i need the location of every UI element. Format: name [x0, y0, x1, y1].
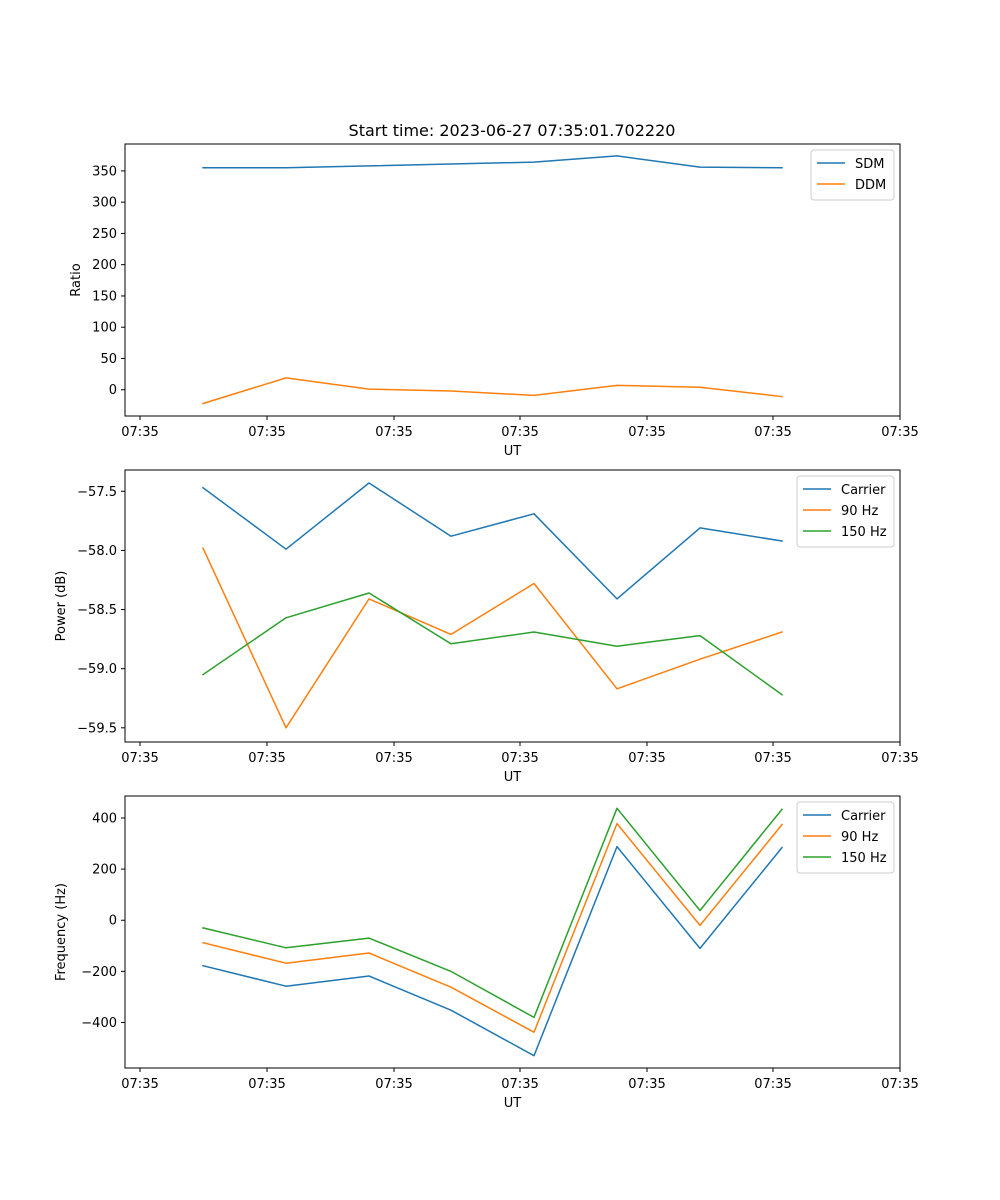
x-tick-label: 07:35 [501, 751, 538, 766]
legend-entry: 150 Hz [841, 525, 887, 540]
series-line-sdm [202, 155, 783, 169]
x-tick-label: 07:35 [248, 425, 285, 440]
legend-entry: 90 Hz [841, 830, 878, 845]
x-tick-label: 07:35 [248, 1077, 285, 1092]
y-tick-label: 100 [92, 321, 117, 336]
y-tick-label: 300 [92, 196, 117, 211]
axes-frame [124, 469, 901, 743]
legend-entry: 150 Hz [841, 851, 887, 866]
y-tick-label: −59.0 [77, 662, 117, 677]
x-tick-label: 07:35 [754, 1077, 791, 1092]
series-line-carrier [201, 482, 783, 600]
series-line-90-hz [202, 547, 783, 729]
x-tick-label: 07:35 [754, 425, 791, 440]
x-axis-label: UT [504, 770, 522, 785]
x-tick-label: 07:35 [121, 425, 158, 440]
x-tick-label: 07:35 [375, 751, 412, 766]
figure-title: Start time: 2023-06-27 07:35:01.702220 [349, 121, 676, 140]
y-tick-label: 200 [92, 863, 117, 878]
chart-panel-3: 07:35 07:35 07:35 07:35 07:35 07:35 07:35 400 20… [54, 795, 919, 1111]
y-tick-label: −200 [81, 965, 117, 980]
y-axis-label: Power (dB) [54, 571, 69, 642]
y-tick-label: −400 [81, 1016, 117, 1031]
x-tick-label: 07:35 [375, 1077, 412, 1092]
y-tick-label: 150 [92, 289, 117, 304]
x-tick-label: 07:35 [628, 751, 665, 766]
y-tick-label: 350 [92, 164, 117, 179]
x-tick-label: 07:35 [121, 1077, 158, 1092]
legend-entry: Carrier [841, 809, 886, 824]
series-line-ddm [202, 377, 783, 405]
legend [796, 801, 895, 874]
y-tick-label: 0 [109, 914, 117, 929]
x-tick-label: 07:35 [881, 1077, 918, 1092]
y-tick-label: 250 [92, 227, 117, 242]
x-axis-label: UT [504, 1096, 522, 1111]
x-tick-label: 07:35 [501, 1077, 538, 1092]
x-tick-label: 07:35 [248, 751, 285, 766]
x-tick-label: 07:35 [881, 425, 918, 440]
y-tick-label: −57.5 [77, 485, 117, 500]
legend-entry: 90 Hz [841, 504, 878, 519]
legend-entry: DDM [855, 178, 886, 193]
axes-frame [124, 795, 901, 1069]
series-line-150-hz [202, 807, 784, 1019]
y-tick-label: −58.0 [77, 544, 117, 559]
series-line-carrier [202, 845, 784, 1057]
x-tick-label: 07:35 [881, 751, 918, 766]
x-axis-label: UT [504, 444, 522, 459]
y-tick-label: −59.5 [77, 721, 117, 736]
series-line-150-hz [201, 592, 784, 696]
axes-frame [124, 143, 901, 417]
series-line-90-hz [202, 822, 784, 1033]
x-tick-label: 07:35 [375, 425, 412, 440]
chart-panel-2: 07:35 07:35 07:35 07:35 07:35 07:35 07:35 −57.5… [54, 469, 919, 785]
chart-panel-1: 07:35 07:35 07:35 07:35 07:35 07:35 07:35 0 50 10… [69, 143, 919, 459]
y-tick-label: −58.5 [77, 603, 117, 618]
y-tick-label: 200 [92, 258, 117, 273]
x-tick-label: 07:35 [628, 425, 665, 440]
y-axis-label: Frequency (Hz) [54, 883, 69, 981]
y-tick-label: 0 [109, 383, 117, 398]
y-tick-label: 400 [92, 811, 117, 826]
x-tick-label: 07:35 [628, 1077, 665, 1092]
y-axis-label: Ratio [69, 263, 84, 296]
y-tick-label: 50 [100, 352, 117, 367]
legend [796, 475, 895, 548]
x-tick-label: 07:35 [501, 425, 538, 440]
x-tick-label: 07:35 [121, 751, 158, 766]
legend-entry: SDM [855, 157, 884, 172]
x-tick-label: 07:35 [754, 751, 791, 766]
legend-entry: Carrier [841, 483, 886, 498]
